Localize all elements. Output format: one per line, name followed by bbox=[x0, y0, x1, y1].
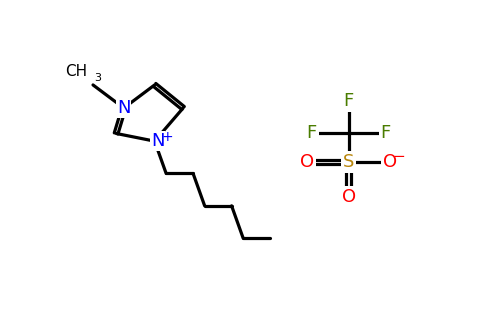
Text: F: F bbox=[306, 124, 317, 143]
Text: S: S bbox=[343, 153, 354, 171]
Text: O: O bbox=[300, 153, 314, 171]
Text: +: + bbox=[161, 130, 172, 144]
Text: O: O bbox=[383, 153, 398, 171]
Text: N: N bbox=[117, 99, 130, 117]
Text: CH: CH bbox=[64, 64, 87, 79]
Text: 3: 3 bbox=[94, 73, 102, 83]
Text: F: F bbox=[344, 92, 354, 110]
Text: F: F bbox=[380, 124, 390, 143]
Text: O: O bbox=[342, 188, 355, 206]
Text: N: N bbox=[151, 132, 164, 150]
Text: −: − bbox=[392, 149, 405, 164]
